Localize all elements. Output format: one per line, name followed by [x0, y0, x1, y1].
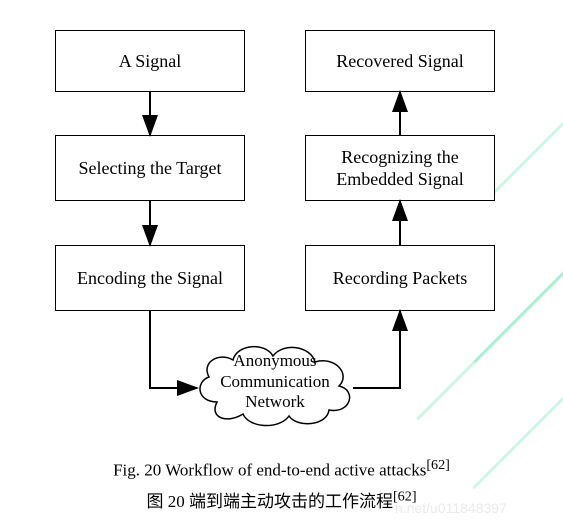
node-label: Selecting the Target: [78, 157, 221, 180]
node-label: Encoding the Signal: [77, 267, 223, 290]
node-selecting-target: Selecting the Target: [55, 135, 245, 201]
caption-main: 端到端主动攻击的工作流程: [189, 492, 393, 511]
flowchart-canvas: n.net/u011848397 A Signal Selecting the …: [0, 0, 563, 523]
node-encoding-signal: Encoding the Signal: [55, 245, 245, 311]
node-label: Recognizing theEmbedded Signal: [336, 146, 463, 191]
node-recognizing-embedded: Recognizing theEmbedded Signal: [305, 135, 495, 201]
caption-prefix: Fig. 20: [113, 461, 165, 480]
node-a-signal: A Signal: [55, 30, 245, 92]
cloud-label: AnonymousCommunicationNetwork: [220, 351, 330, 412]
cloud-anonymous-network: AnonymousCommunicationNetwork: [187, 332, 363, 432]
caption-citation: [62]: [393, 488, 417, 504]
node-label: Recording Packets: [333, 267, 467, 290]
caption-main: Workflow of end-to-end active attacks: [165, 461, 426, 480]
node-label: Recovered Signal: [336, 50, 463, 73]
node-recovered-signal: Recovered Signal: [305, 30, 495, 92]
node-recording-packets: Recording Packets: [305, 245, 495, 311]
caption-english: Fig. 20 Workflow of end-to-end active at…: [0, 457, 563, 481]
caption-chinese: 图 20 端到端主动攻击的工作流程[62]: [0, 487, 563, 512]
node-label: A Signal: [119, 50, 182, 73]
watermark-line: [487, 84, 563, 199]
caption-prefix: 图 20: [146, 492, 189, 511]
caption-citation: [62]: [426, 457, 450, 473]
